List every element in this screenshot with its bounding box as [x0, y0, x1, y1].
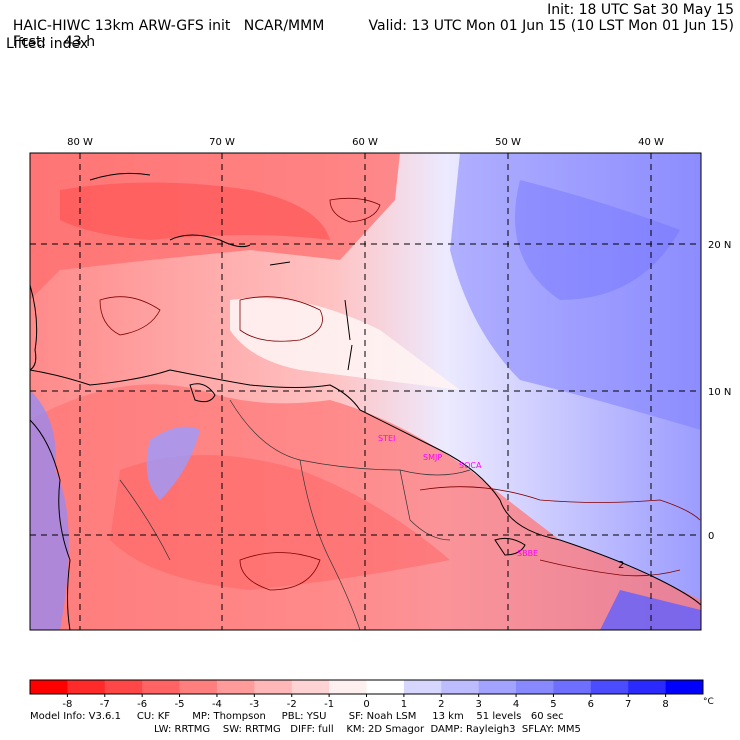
- contour-2: [99, 296, 161, 336]
- lon-labels: 80 W 70 W 60 W 50 W 40 W: [67, 137, 664, 148]
- contour-4: [539, 559, 681, 577]
- colorbar-swatch: [516, 680, 554, 694]
- colorbar-swatch: [590, 680, 629, 694]
- colorbar-tick-label: 1: [401, 699, 407, 710]
- colorbar-tick-label: -5: [175, 699, 185, 710]
- lat-label-20n: 20 N: [708, 240, 731, 251]
- hispaniola-strong-region: [60, 182, 330, 240]
- lesser-antilles: [344, 299, 353, 371]
- colorbar-ticks: -8 -7 -6 -5 -4 -3 -2 -1 0 1 2 3 4 5 6 7 8: [62, 699, 668, 710]
- cuba-coastline: [89, 172, 151, 181]
- colorbar-tick-label: 3: [475, 699, 481, 710]
- field-name: Lifted index: [6, 36, 89, 52]
- colorbar-tick-label: -8: [62, 699, 72, 710]
- lon-label-40w: 40 W: [638, 137, 664, 148]
- fcst-label: Fcst:: [12, 34, 47, 50]
- maracaibo-lake: [189, 383, 216, 403]
- fcst-value: 43 h: [63, 34, 96, 50]
- stable-strip: [230, 298, 460, 390]
- border-2: [299, 459, 361, 630]
- colorbar-tick-label: -6: [137, 699, 147, 710]
- colorbar-swatch: [142, 680, 181, 694]
- puerto-rico-coastline: [269, 261, 291, 266]
- colorbar-tick-label: -2: [287, 699, 297, 710]
- colorbar-swatch: [628, 680, 667, 694]
- colorbar-tick-label: 2: [438, 699, 444, 710]
- org-label: NCAR/MMM: [243, 18, 325, 34]
- colorbar: [29, 679, 704, 697]
- init-time: Init: 18 UTC Sat 30 May 15: [547, 2, 734, 18]
- colorbar-swatch: [403, 680, 442, 694]
- map-panel: STEI SMJP SOCA SBBE 2: [30, 153, 701, 630]
- amazon-core: [110, 455, 450, 590]
- colorbar-swatch: [366, 680, 405, 694]
- colorbar-unit: °C: [703, 697, 714, 707]
- colorbar-swatch: [30, 680, 68, 694]
- lat-label-10n: 10 N: [708, 387, 731, 398]
- model-info-line1: Model Info: V3.6.1 CU: KF MP: Thompson P…: [30, 711, 564, 722]
- marajo-island: [494, 537, 526, 556]
- colorbar-swatch: [478, 680, 517, 694]
- colorbar-tick-label: 8: [662, 699, 668, 710]
- coastlines: [30, 172, 701, 630]
- colorbar-tick-label: 5: [550, 699, 556, 710]
- contour-value-label: 2: [618, 560, 624, 571]
- colorbar-tick-label: 4: [513, 699, 519, 710]
- li-contours: [99, 197, 701, 591]
- lon-label-80w: 80 W: [67, 137, 93, 148]
- hispaniola-coastline: [169, 234, 251, 248]
- lon-label-70w: 70 W: [209, 137, 235, 148]
- colorbar-swatch: [254, 680, 293, 694]
- contour-1: [239, 296, 323, 342]
- colorbar-swatch: [665, 680, 704, 694]
- border-1: [229, 399, 471, 476]
- central-america-coastline: [30, 284, 38, 371]
- pacific-stable-region: [30, 390, 69, 630]
- station-smjp: SMJP: [423, 453, 442, 462]
- contour-6: [329, 197, 381, 223]
- colorbar-tick-label: 6: [588, 699, 594, 710]
- station-soca: SOCA: [459, 461, 482, 470]
- station-labels: STEI SMJP SOCA SBBE: [378, 434, 538, 558]
- colorbar-tick-label: -3: [249, 699, 259, 710]
- colorbar-swatch: [216, 680, 255, 694]
- header-title: HAIC-HIWC 13km ARW-GFS init NCAR/MMM: [4, 2, 324, 34]
- valid-time: Valid: 13 UTC Mon 01 Jun 15 (10 LST Mon …: [368, 18, 734, 34]
- pacific-coastline: [30, 419, 71, 630]
- colorbar-tick-label: -1: [324, 699, 334, 710]
- colorbar-tick-label: -4: [212, 699, 222, 710]
- colorbar-tick-label: 0: [363, 699, 369, 710]
- contour-5: [239, 552, 321, 591]
- lon-label-60w: 60 W: [352, 137, 378, 148]
- colorbar-tick-label: -7: [100, 699, 110, 710]
- forecast-hour: Fcst: 43 h: [4, 18, 95, 50]
- atlantic-core: [515, 180, 680, 300]
- atlantic-stable-region: [450, 153, 701, 430]
- south-america-coastline: [30, 369, 701, 606]
- andes-stable-spot: [146, 426, 200, 500]
- model-title: HAIC-HIWC 13km ARW-GFS init: [12, 18, 231, 34]
- colorbar-tick-label: 7: [625, 699, 631, 710]
- station-sbbe: SBBE: [517, 549, 538, 558]
- colorbar-swatch: [104, 680, 143, 694]
- lon-label-50w: 50 W: [495, 137, 521, 148]
- border-3: [399, 469, 451, 541]
- graticule: [30, 153, 701, 630]
- colorbar-swatch: [553, 680, 592, 694]
- border-4: [119, 479, 171, 561]
- lat-label-0: 0: [708, 531, 714, 542]
- map-frame: [29, 152, 702, 631]
- model-info-line2: LW: RRTMG SW: RRTMG DIFF: full KM: 2D Sm…: [154, 724, 581, 735]
- colorbar-swatch: [291, 680, 330, 694]
- colorbar-swatch: [179, 680, 218, 694]
- station-stei: STEI: [378, 434, 395, 443]
- country-borders: [119, 399, 471, 630]
- colorbar-swatch: [441, 680, 480, 694]
- colorbar-swatch: [329, 680, 367, 694]
- lat-labels: 20 N 10 N 0: [708, 240, 731, 542]
- contour-3: [419, 486, 701, 521]
- colorbar-swatch: [67, 680, 106, 694]
